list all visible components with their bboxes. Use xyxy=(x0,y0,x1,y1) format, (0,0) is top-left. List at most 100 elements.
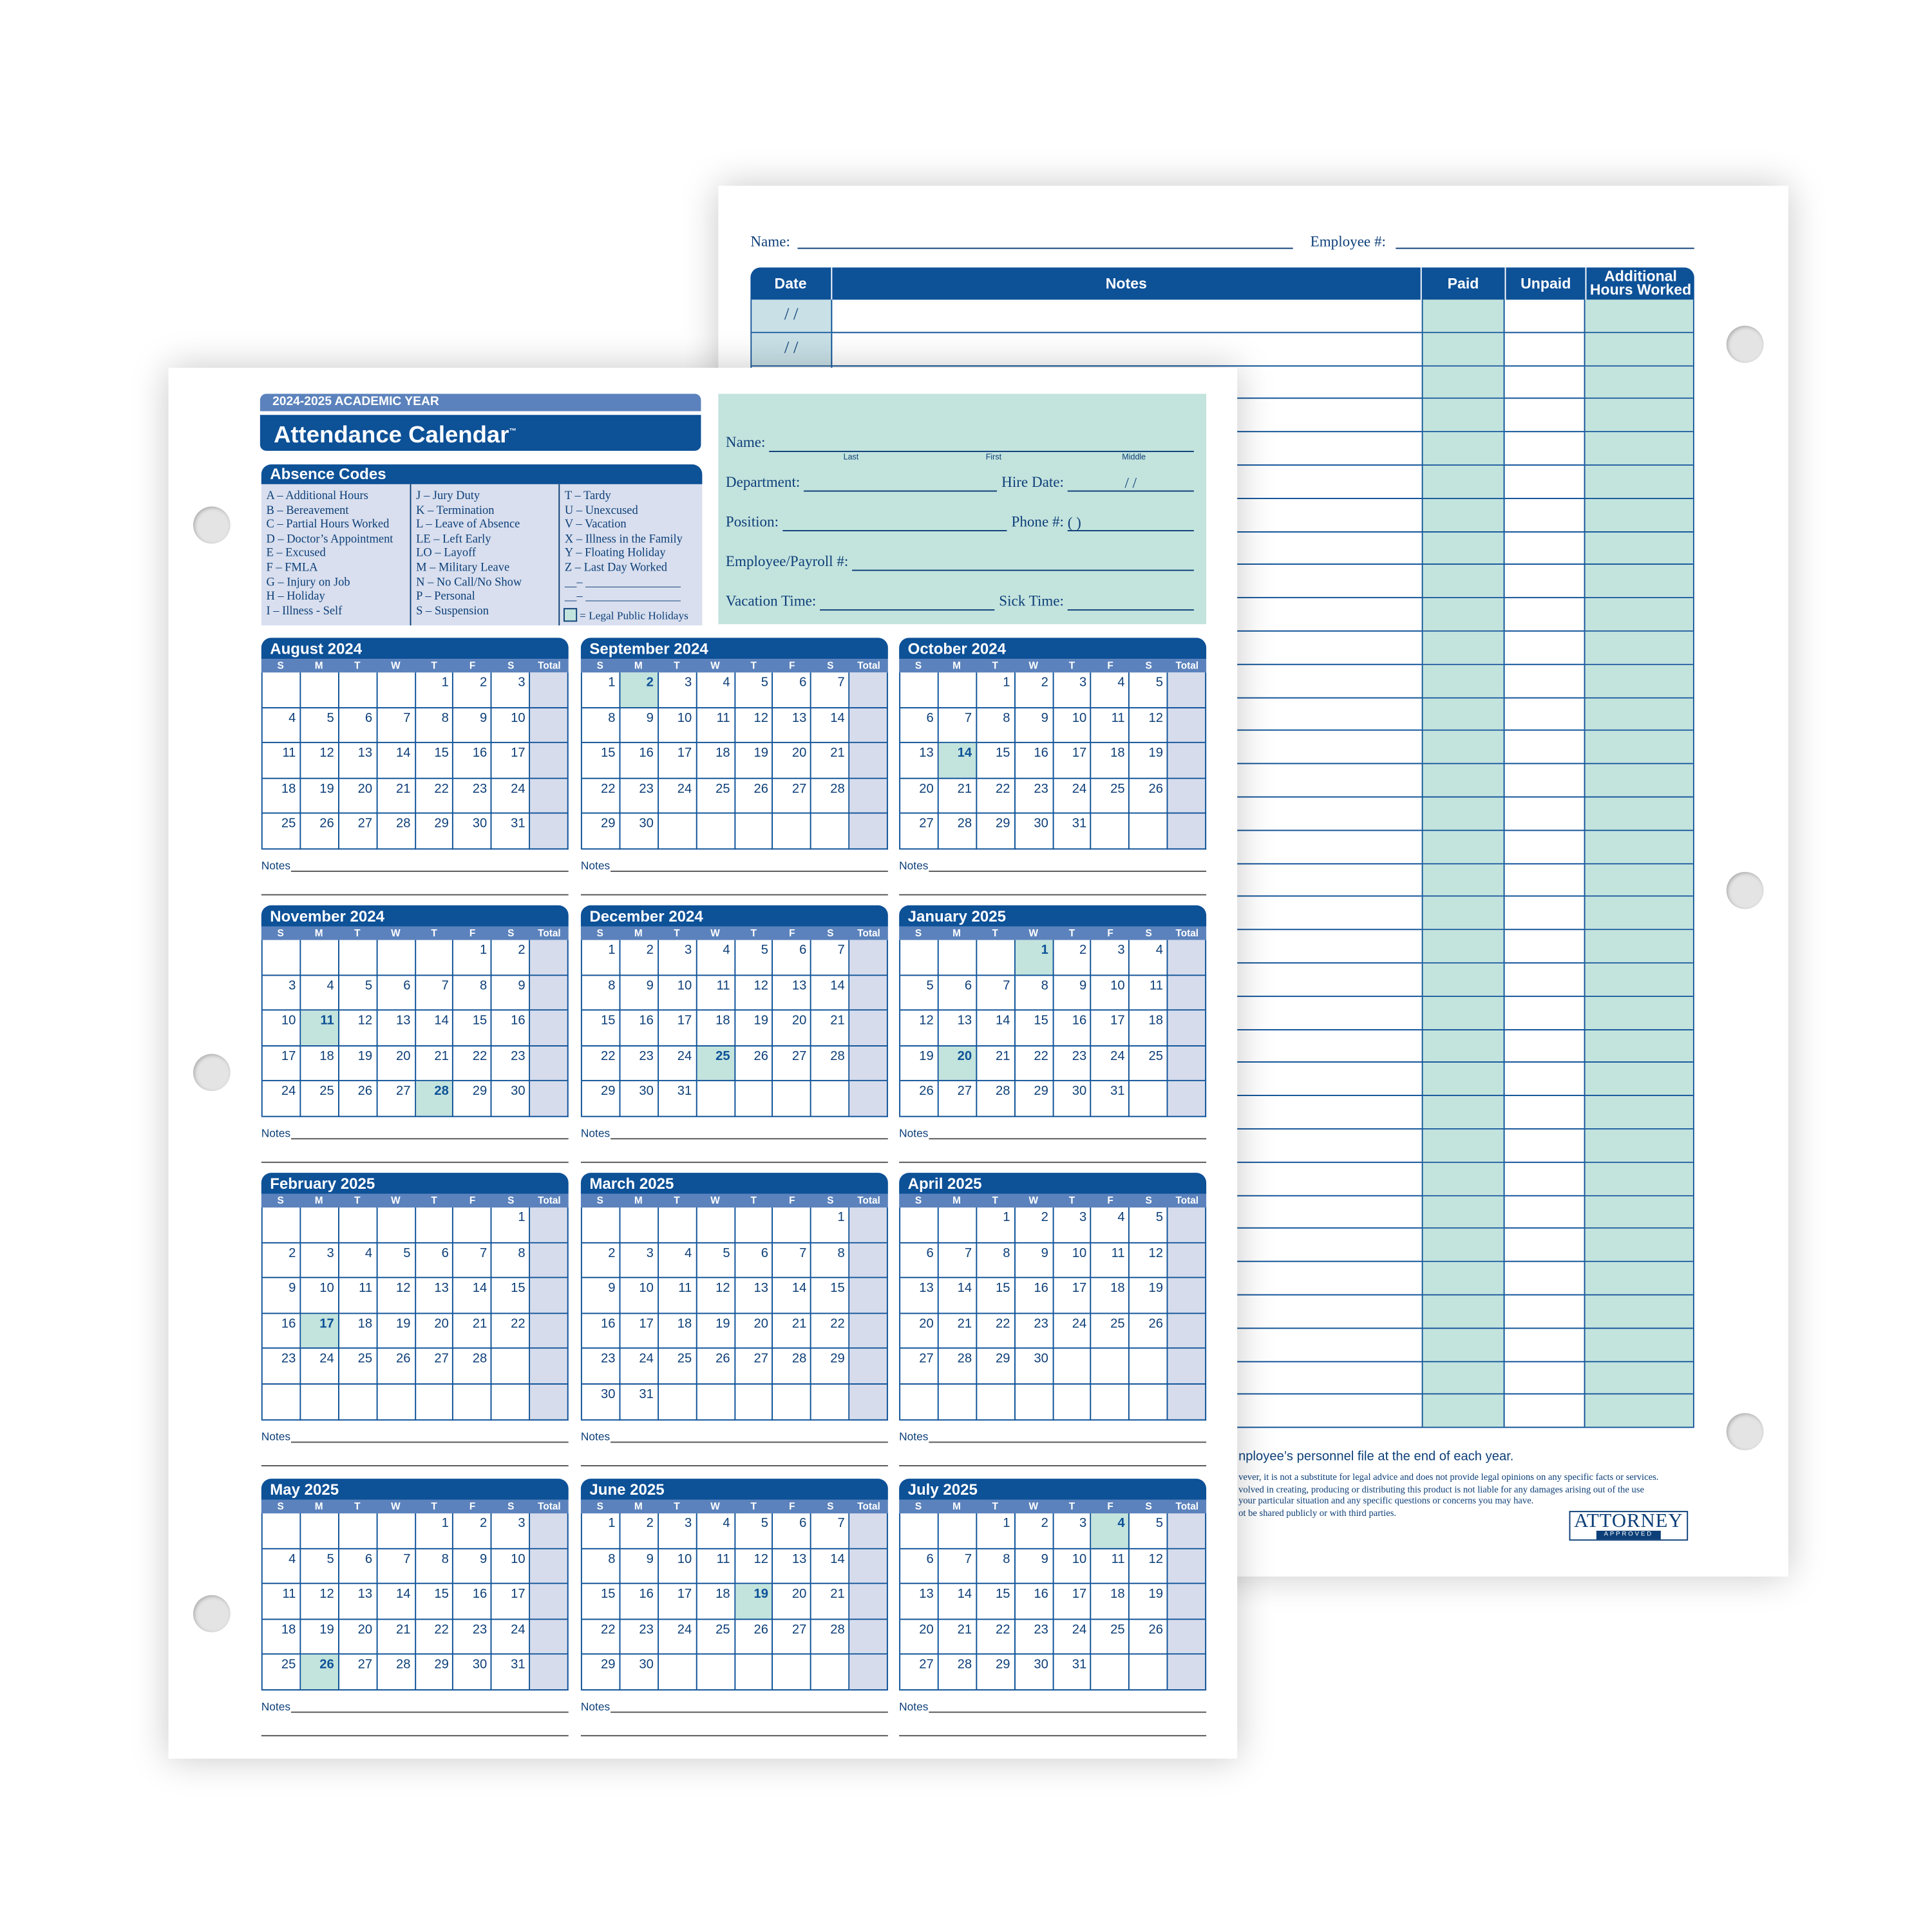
day-cell[interactable] xyxy=(453,1208,492,1243)
notes-cell[interactable] xyxy=(832,930,1423,963)
day-cell[interactable]: 9 xyxy=(453,708,492,744)
notes-cell[interactable] xyxy=(832,366,1423,399)
notes-cell[interactable] xyxy=(832,1394,1423,1427)
week-total-cell[interactable] xyxy=(530,1384,569,1420)
unpaid-cell[interactable] xyxy=(1505,466,1586,498)
day-cell[interactable] xyxy=(1091,1654,1130,1690)
day-cell[interactable]: 26 xyxy=(301,814,339,850)
day-cell[interactable]: 10 xyxy=(301,1278,339,1314)
day-cell[interactable]: 3 xyxy=(620,1242,659,1278)
day-cell[interactable] xyxy=(900,672,939,708)
day-cell[interactable] xyxy=(1091,814,1130,850)
additional-hours-cell[interactable] xyxy=(1585,830,1693,863)
day-cell[interactable]: 12 xyxy=(735,975,773,1011)
day-cell[interactable]: 18 xyxy=(1091,1278,1130,1314)
day-cell[interactable]: 22 xyxy=(811,1313,850,1349)
day-cell[interactable] xyxy=(658,1384,697,1420)
paid-cell[interactable] xyxy=(1422,532,1506,564)
additional-hours-cell[interactable] xyxy=(1585,1030,1693,1062)
additional-hours-cell[interactable] xyxy=(1585,1229,1693,1261)
day-cell[interactable]: 9 xyxy=(620,1548,659,1584)
notes-line[interactable]: Notes xyxy=(261,860,569,872)
day-cell[interactable] xyxy=(415,1208,454,1243)
notes-cell[interactable] xyxy=(832,1361,1423,1394)
day-cell[interactable]: 19 xyxy=(900,1046,939,1082)
day-cell[interactable]: 8 xyxy=(582,1548,621,1584)
day-cell[interactable] xyxy=(735,1081,773,1117)
day-cell[interactable]: 26 xyxy=(735,1619,773,1655)
week-total-cell[interactable] xyxy=(849,1081,888,1117)
additional-hours-cell[interactable] xyxy=(1585,1262,1693,1294)
day-cell[interactable] xyxy=(262,672,301,708)
day-cell[interactable]: 29 xyxy=(582,814,621,850)
week-total-cell[interactable] xyxy=(849,1046,888,1082)
unpaid-cell[interactable] xyxy=(1505,731,1586,763)
week-total-cell[interactable] xyxy=(849,1208,888,1243)
day-cell[interactable] xyxy=(735,814,773,850)
day-cell[interactable]: 19 xyxy=(301,779,339,815)
notes-cell[interactable] xyxy=(832,996,1423,1029)
notes-cell[interactable] xyxy=(832,1162,1423,1195)
day-cell[interactable]: 7 xyxy=(415,975,454,1011)
notes-line-2[interactable] xyxy=(580,1139,888,1163)
day-cell[interactable]: 9 xyxy=(1015,708,1054,744)
day-cell[interactable]: 21 xyxy=(415,1046,454,1082)
day-cell[interactable]: 18 xyxy=(1130,1010,1168,1046)
day-cell[interactable]: 4 xyxy=(1130,940,1168,976)
day-cell[interactable] xyxy=(377,1513,416,1549)
additional-hours-cell[interactable] xyxy=(1585,996,1693,1029)
day-cell[interactable]: 1 xyxy=(582,940,621,976)
day-cell[interactable]: 27 xyxy=(415,1349,454,1385)
day-cell[interactable] xyxy=(491,1349,531,1385)
day-cell[interactable]: 24 xyxy=(658,1619,697,1655)
sick-input-line[interactable] xyxy=(1067,597,1194,611)
day-cell[interactable]: 12 xyxy=(1130,1242,1168,1278)
notes-cell[interactable] xyxy=(832,731,1423,763)
additional-hours-cell[interactable] xyxy=(1585,1063,1693,1095)
day-cell[interactable]: 27 xyxy=(938,1081,977,1117)
additional-hours-cell[interactable] xyxy=(1585,532,1693,564)
additional-hours-cell[interactable] xyxy=(1585,797,1693,829)
notes-line-2[interactable] xyxy=(580,1443,888,1466)
day-cell[interactable]: 17 xyxy=(1053,743,1092,779)
hire-date-input-line[interactable]: / / xyxy=(1067,475,1194,492)
week-total-cell[interactable] xyxy=(530,1081,569,1117)
paid-cell[interactable] xyxy=(1422,963,1506,996)
week-total-cell[interactable] xyxy=(1168,814,1207,850)
notes-cell[interactable] xyxy=(832,1229,1423,1261)
day-cell[interactable]: 4 xyxy=(301,975,339,1011)
notes-underline[interactable] xyxy=(928,1128,1207,1140)
name-input-line[interactable]: Last First Middle xyxy=(769,439,1194,462)
week-total-cell[interactable] xyxy=(530,708,569,744)
day-cell[interactable]: 11 xyxy=(1130,975,1168,1011)
day-cell[interactable]: 3 xyxy=(491,1513,531,1549)
unpaid-cell[interactable] xyxy=(1505,1229,1586,1261)
week-total-cell[interactable] xyxy=(849,1513,888,1549)
day-cell[interactable]: 27 xyxy=(339,814,377,850)
day-cell[interactable]: 21 xyxy=(377,779,416,815)
day-cell[interactable] xyxy=(773,1384,812,1420)
day-cell[interactable] xyxy=(301,940,339,976)
day-cell[interactable]: 17 xyxy=(262,1046,301,1082)
day-cell[interactable]: 1 xyxy=(582,672,621,708)
day-cell[interactable]: 22 xyxy=(976,1313,1016,1349)
day-cell[interactable] xyxy=(415,1384,454,1420)
day-cell[interactable]: 9 xyxy=(491,975,531,1011)
day-cell[interactable]: 15 xyxy=(415,743,454,779)
day-cell[interactable]: 1 xyxy=(491,1208,531,1243)
week-total-cell[interactable] xyxy=(849,1010,888,1046)
day-cell[interactable]: 15 xyxy=(976,743,1016,779)
day-cell[interactable]: 4 xyxy=(262,708,301,744)
day-cell[interactable] xyxy=(811,1384,850,1420)
day-cell[interactable]: 13 xyxy=(377,1010,416,1046)
day-cell[interactable]: 23 xyxy=(453,779,492,815)
day-cell[interactable]: 7 xyxy=(377,708,416,744)
day-cell[interactable]: 18 xyxy=(1091,1584,1130,1620)
day-cell[interactable]: 16 xyxy=(491,1010,531,1046)
day-cell[interactable]: 2 xyxy=(262,1242,301,1278)
notes-line-2[interactable] xyxy=(261,872,569,896)
day-cell[interactable]: 30 xyxy=(620,814,659,850)
day-cell[interactable]: 29 xyxy=(415,1654,454,1690)
day-cell[interactable]: 6 xyxy=(773,1513,812,1549)
day-cell[interactable]: 14 xyxy=(773,1278,812,1314)
